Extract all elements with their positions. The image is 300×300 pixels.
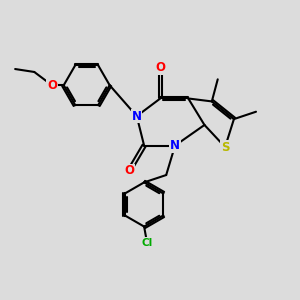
Text: Cl: Cl: [141, 238, 153, 248]
Text: S: S: [221, 141, 229, 154]
Text: N: N: [132, 110, 142, 123]
Text: O: O: [124, 164, 134, 177]
Text: O: O: [155, 61, 165, 74]
Text: N: N: [170, 139, 180, 152]
Text: O: O: [47, 79, 57, 92]
